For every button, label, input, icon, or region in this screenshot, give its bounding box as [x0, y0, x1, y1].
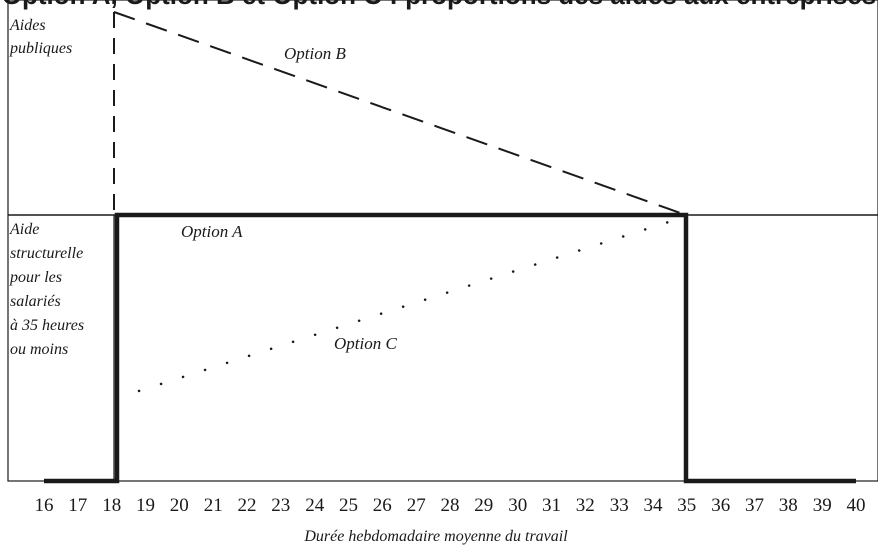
x-tick-label: 36	[711, 495, 730, 516]
x-tick-label: 18	[102, 495, 121, 516]
x-tick-label: 22	[238, 495, 257, 516]
x-tick-label: 37	[745, 495, 764, 516]
x-tick-label: 20	[170, 495, 189, 516]
plot-frame	[7, 0, 878, 482]
x-tick-label: 31	[542, 495, 561, 516]
x-tick-label: 33	[610, 495, 629, 516]
x-tick-label: 29	[474, 495, 493, 516]
x-tick-label: 38	[779, 495, 798, 516]
x-tick-label: 25	[339, 495, 358, 516]
x-tick-label: 35	[677, 495, 696, 516]
x-tick-label: 32	[576, 495, 595, 516]
diagram-title: Option A, Option B et Option C : proport…	[2, 0, 876, 10]
option-a-step-line	[44, 212, 856, 484]
x-tick-label: 16	[35, 495, 54, 516]
label-aides-publiques: Aides publiques	[9, 17, 72, 57]
x-tick-label: 30	[508, 495, 527, 516]
option-b-dashed-line	[113, 11, 687, 216]
x-axis-tick-labels: 16 17 18 19 20 21 22 23 24 25 26 27 28 29 30 31 32 33 34 35…	[35, 495, 866, 516]
x-tick-label: 39	[813, 495, 832, 516]
option-c-label: Option C	[334, 334, 397, 353]
option-c-dotted-line	[115, 217, 680, 400]
x-tick-label: 24	[305, 495, 325, 516]
option-a-label: Option A	[181, 222, 243, 241]
x-tick-label: 27	[407, 495, 426, 516]
x-axis-label: Durée hebdomadaire moyenne du travail	[303, 528, 568, 545]
x-tick-label: 34	[644, 495, 664, 516]
x-tick-label: 21	[204, 495, 223, 516]
option-b-label: Option B	[284, 44, 346, 63]
x-tick-label: 40	[847, 495, 866, 516]
x-tick-label: 19	[136, 495, 155, 516]
label-aide-structurelle: Aide structurelle pour les salariés à 35…	[9, 221, 88, 358]
x-tick-label: 17	[68, 495, 87, 516]
x-tick-label: 23	[271, 495, 290, 516]
x-tick-label: 28	[441, 495, 460, 516]
x-tick-label: 26	[373, 495, 392, 516]
